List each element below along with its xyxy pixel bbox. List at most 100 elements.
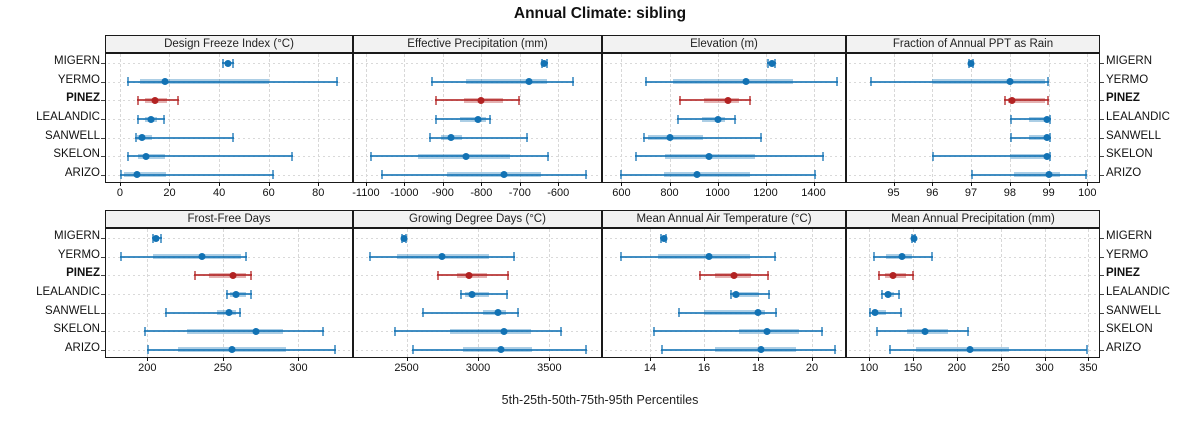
- median-dot: [198, 253, 206, 261]
- interval-5-95: [660, 348, 837, 351]
- interval-5-95: [194, 274, 252, 277]
- median-dot: [229, 271, 237, 279]
- interval-25-75: [1009, 153, 1049, 159]
- whisker-cap-95th: [774, 308, 777, 318]
- row-axis-tick-right: [1100, 256, 1104, 258]
- whisker-cap-5th: [435, 114, 438, 124]
- interval-5-95: [369, 155, 549, 158]
- gridline-vertical: [219, 54, 221, 182]
- median-dot: [967, 59, 975, 67]
- whisker-cap-95th: [546, 151, 549, 161]
- whisker-cap-5th: [431, 77, 434, 87]
- interval-5-95: [1009, 118, 1051, 120]
- whisker-cap-95th: [231, 133, 234, 143]
- whisker-cap-95th: [271, 170, 274, 180]
- interval-5-95: [144, 330, 325, 333]
- site-labels-right: MIGERN YERMO PINEZ LEALANDIC SANWELL SKELON AR…: [1106, 228, 1200, 358]
- interval-25-75: [1013, 172, 1061, 178]
- row-axis-tick-left: [101, 349, 105, 351]
- row-axis-tick-left: [101, 275, 105, 277]
- median-dot: [754, 309, 762, 317]
- axis-tick: [649, 357, 651, 361]
- gridline-horizontal: [849, 275, 1097, 277]
- median-dot: [228, 346, 236, 354]
- axis-tick-label: 96: [926, 187, 939, 199]
- median-dot: [730, 271, 738, 279]
- whisker-cap-5th: [876, 326, 879, 336]
- gridline-vertical: [406, 229, 408, 357]
- axis-tick: [406, 357, 408, 361]
- site-label-yermo: YERMO: [1106, 248, 1149, 261]
- axis-tick-label: 250: [213, 362, 233, 374]
- interval-25-75: [446, 172, 541, 178]
- interval-5-95: [971, 173, 1088, 176]
- whisker-cap-5th: [134, 133, 137, 143]
- whisker-cap-5th: [151, 233, 154, 243]
- median-dot: [705, 152, 713, 160]
- panel-plot: 100 150 200 250 300 350: [846, 228, 1104, 374]
- axis-tick: [318, 182, 320, 186]
- whisker-cap-95th: [336, 77, 339, 87]
- axis-tick: [813, 182, 815, 186]
- median-dot: [225, 309, 233, 317]
- median-dot: [447, 134, 455, 142]
- interval-25-75: [153, 254, 241, 260]
- site-labels-left: MIGERN YERMO PINEZ LEALANDIC SANWELL SKELON AR…: [2, 228, 100, 358]
- axis-tick-label: 1000: [705, 187, 730, 199]
- whisker-cap-5th: [881, 289, 884, 299]
- interval-25-75: [714, 347, 796, 353]
- site-label-arizo: ARIZO: [1106, 341, 1142, 354]
- interval-5-95: [460, 293, 508, 295]
- whisker-cap-5th: [877, 270, 880, 280]
- whisker-cap-5th: [225, 289, 228, 299]
- axis-tick-label: 350: [1079, 362, 1098, 374]
- whisker-cap-5th: [889, 345, 892, 355]
- interval-25-75: [123, 172, 166, 178]
- axis-tick: [765, 182, 767, 186]
- median-dot: [462, 152, 470, 160]
- site-label-sanwell: SANWELL: [45, 304, 100, 317]
- interval-5-95: [676, 118, 736, 120]
- interval-25-75: [1029, 135, 1049, 141]
- whisker-cap-95th: [517, 308, 520, 318]
- gridline-horizontal: [849, 137, 1097, 139]
- axis-tick: [481, 182, 483, 186]
- gridline-horizontal: [849, 238, 1097, 240]
- panel-strip-title: Mean Annual Precipitation (mm): [891, 213, 1055, 225]
- median-dot: [465, 271, 473, 279]
- median-dot: [693, 171, 701, 179]
- interval-5-95: [119, 173, 274, 176]
- axis-tick: [268, 182, 270, 186]
- whisker-cap-95th: [245, 252, 248, 262]
- whisker-cap-5th: [620, 252, 623, 262]
- axis-tick-label: -600: [547, 187, 570, 199]
- interval-5-95: [393, 330, 563, 333]
- panel-plot: -1100 -1000 -900 -800 -700 -600: [352, 53, 602, 199]
- gridline-vertical: [649, 229, 651, 357]
- row-axis-tick-left: [101, 312, 105, 314]
- whisker-cap-95th: [773, 252, 776, 262]
- axis-tick-label: 0: [116, 187, 123, 199]
- site-label-pinez: PINEZ: [1106, 267, 1140, 280]
- panel-plot: 0 20 40 60 80: [101, 53, 353, 199]
- axis-tick: [971, 182, 973, 186]
- whisker-cap-95th: [897, 289, 900, 299]
- gridline-horizontal: [605, 63, 843, 65]
- whisker-cap-5th: [1009, 133, 1012, 143]
- gridline-vertical: [558, 54, 560, 182]
- axis-tick-label: 20: [163, 187, 176, 199]
- axis-tick: [1009, 182, 1011, 186]
- median-dot: [252, 327, 260, 335]
- whisker-cap-95th: [560, 326, 563, 336]
- gridline-horizontal: [108, 100, 350, 102]
- gridline-vertical: [912, 229, 914, 357]
- row-axis-tick-right: [1100, 331, 1104, 333]
- whisker-cap-95th: [835, 77, 838, 87]
- interval-5-95: [1009, 136, 1051, 139]
- interval-25-75: [932, 79, 1045, 85]
- interval-5-95: [870, 80, 1049, 83]
- whisker-cap-95th: [967, 326, 970, 336]
- axis-tick-label: 100: [859, 362, 879, 374]
- site-label-sanwell: SANWELL: [1106, 129, 1161, 142]
- whisker-cap-95th: [249, 270, 252, 280]
